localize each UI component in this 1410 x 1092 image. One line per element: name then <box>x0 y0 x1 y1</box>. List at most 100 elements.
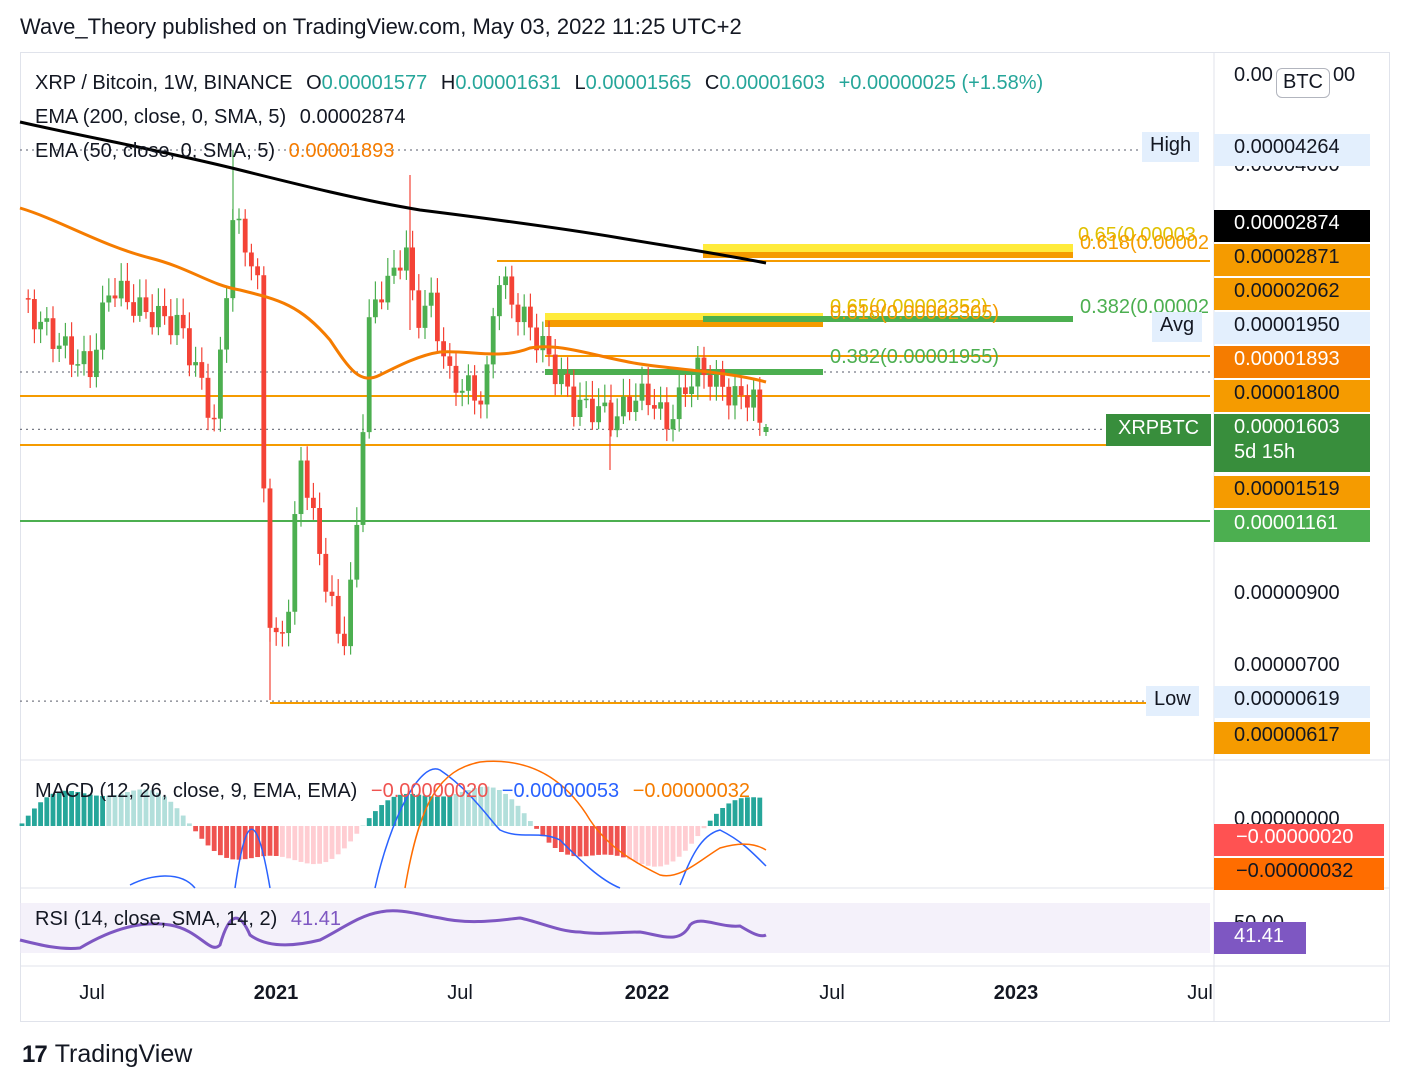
macd-histogram-bar <box>639 826 645 865</box>
rsi-legend[interactable]: RSI (14, close, SMA, 14, 2) 41.41 <box>35 908 341 931</box>
macd-histogram-bar <box>521 813 527 826</box>
candle-body <box>416 290 422 328</box>
ema50-legend[interactable]: EMA (50, close, 0, SMA, 5) 0.00001893 <box>35 140 394 163</box>
candle-body <box>720 369 725 387</box>
macd-histogram-bar <box>441 796 446 826</box>
candle-body <box>428 292 434 306</box>
candle-body <box>614 416 620 431</box>
candle-body <box>652 405 657 409</box>
candle-body <box>391 267 397 276</box>
ema200-line <box>19 120 767 265</box>
macd-histogram-bar <box>187 823 192 826</box>
macd-histogram-bar <box>621 826 626 858</box>
level-617-label: 0.00000617 <box>1214 722 1370 754</box>
candle-body <box>751 389 756 408</box>
publication-header: Wave_Theory published on TradingView.com… <box>20 14 742 39</box>
candle-body <box>670 419 676 430</box>
ema50-label: EMA (50, close, 0, SMA, 5) <box>35 140 276 162</box>
macd-histogram-bar <box>676 826 682 857</box>
candle-body <box>106 295 112 303</box>
currency-badge[interactable]: BTC <box>1276 68 1330 98</box>
macd-histogram-bar <box>552 826 558 848</box>
candle-body <box>168 316 174 336</box>
macd-histogram-bar <box>273 826 279 856</box>
macd-line-value: −0.00000053 <box>501 780 620 802</box>
macd-histogram-bar <box>447 795 453 826</box>
candle-body <box>459 390 465 393</box>
candle-body <box>453 365 459 393</box>
ema200-legend[interactable]: EMA (200, close, 0, SMA, 5) 0.00002874 <box>35 106 405 129</box>
macd-histogram-bar <box>255 826 260 858</box>
candle-body <box>187 328 192 366</box>
candle-body <box>447 356 453 366</box>
macd-histogram-bar <box>335 826 341 855</box>
candle-body <box>224 298 229 350</box>
macd-histogram-bar <box>180 815 186 826</box>
candle-body <box>348 579 353 647</box>
macd-histogram-bar <box>720 808 725 826</box>
x-tick-2023: 2023 <box>993 982 1039 1004</box>
candle-body <box>317 508 322 554</box>
rsi-label: RSI (14, close, SMA, 14, 2) <box>35 908 278 930</box>
symbol-legend[interactable]: XRP / Bitcoin, 1W, BINANCE O0.00001577 H… <box>35 72 1043 95</box>
macd-histogram-bar <box>683 826 688 851</box>
tradingview-footer[interactable]: 17 TradingView <box>22 1040 192 1069</box>
candle-body <box>205 377 211 418</box>
candle-body <box>435 292 440 342</box>
fib-lower-0382-band <box>545 369 823 375</box>
candle-body <box>44 318 50 322</box>
macd-histogram-bar <box>81 793 87 826</box>
candle-body <box>94 349 99 378</box>
close-label: C <box>704 72 720 94</box>
candle-body <box>757 389 763 423</box>
macd-histogram-bar <box>707 820 713 826</box>
macd-histogram-bar <box>757 797 763 826</box>
candle-body <box>534 327 539 351</box>
fib-upper-065-label: 0.65(0.00003 <box>1078 224 1196 246</box>
macd-histogram-bar <box>664 826 670 865</box>
candle-body <box>149 312 155 328</box>
ema200-label: EMA (200, close, 0, SMA, 5) <box>35 106 287 128</box>
close-value: 0.00001603 <box>719 72 826 94</box>
candle-body <box>261 275 267 489</box>
macd-histogram-bar <box>236 826 242 860</box>
macd-histogram-bar <box>87 794 93 826</box>
fib-lower-0382-label: 0.382(0.00001955) <box>830 346 1000 368</box>
macd-hist-price-label: −0.00000020 <box>1214 824 1384 856</box>
macd-histogram-bar <box>528 821 533 826</box>
candle-body <box>540 336 546 351</box>
candle-body <box>38 321 43 330</box>
macd-histogram-bar <box>69 791 74 826</box>
candle-body <box>583 398 589 401</box>
fib-mid-065-label: 0.65(0.00002352) <box>830 296 988 318</box>
macd-histogram-bar <box>608 826 614 855</box>
macd-histogram-bar <box>503 793 508 826</box>
candle-body <box>707 375 713 387</box>
macd-histogram-bar <box>385 800 391 826</box>
open-label: O <box>306 72 322 94</box>
macd-legend[interactable]: MACD (12, 26, close, 9, EMA, EMA) −0.000… <box>35 780 750 803</box>
candle-body <box>329 591 335 596</box>
candle-body <box>298 460 304 515</box>
candle-body <box>658 402 663 409</box>
candle-body <box>689 386 694 395</box>
macd-histogram-bar <box>311 826 316 865</box>
macd-histogram-bar <box>701 826 707 829</box>
candle-body <box>466 375 471 391</box>
candle-body <box>732 386 738 406</box>
macd-histogram-bar <box>490 787 496 826</box>
macd-histogram-bar <box>211 826 217 851</box>
candle-body <box>373 299 378 318</box>
macd-line <box>129 768 767 889</box>
macd-histogram-bar <box>304 826 310 864</box>
fib-mid-0382-band <box>703 316 1073 322</box>
candle-body <box>484 364 490 405</box>
ema50-price-label: 0.00001893 <box>1214 346 1370 378</box>
macd-histogram-bar <box>428 796 434 826</box>
tradingview-brand: TradingView <box>54 1040 193 1068</box>
fib-upper-0618-label: 0.618(0.00002 <box>1080 232 1210 254</box>
macd-histogram-bar <box>453 794 459 826</box>
macd-histogram-bar <box>205 826 211 846</box>
macd-histogram-bar <box>50 793 56 826</box>
